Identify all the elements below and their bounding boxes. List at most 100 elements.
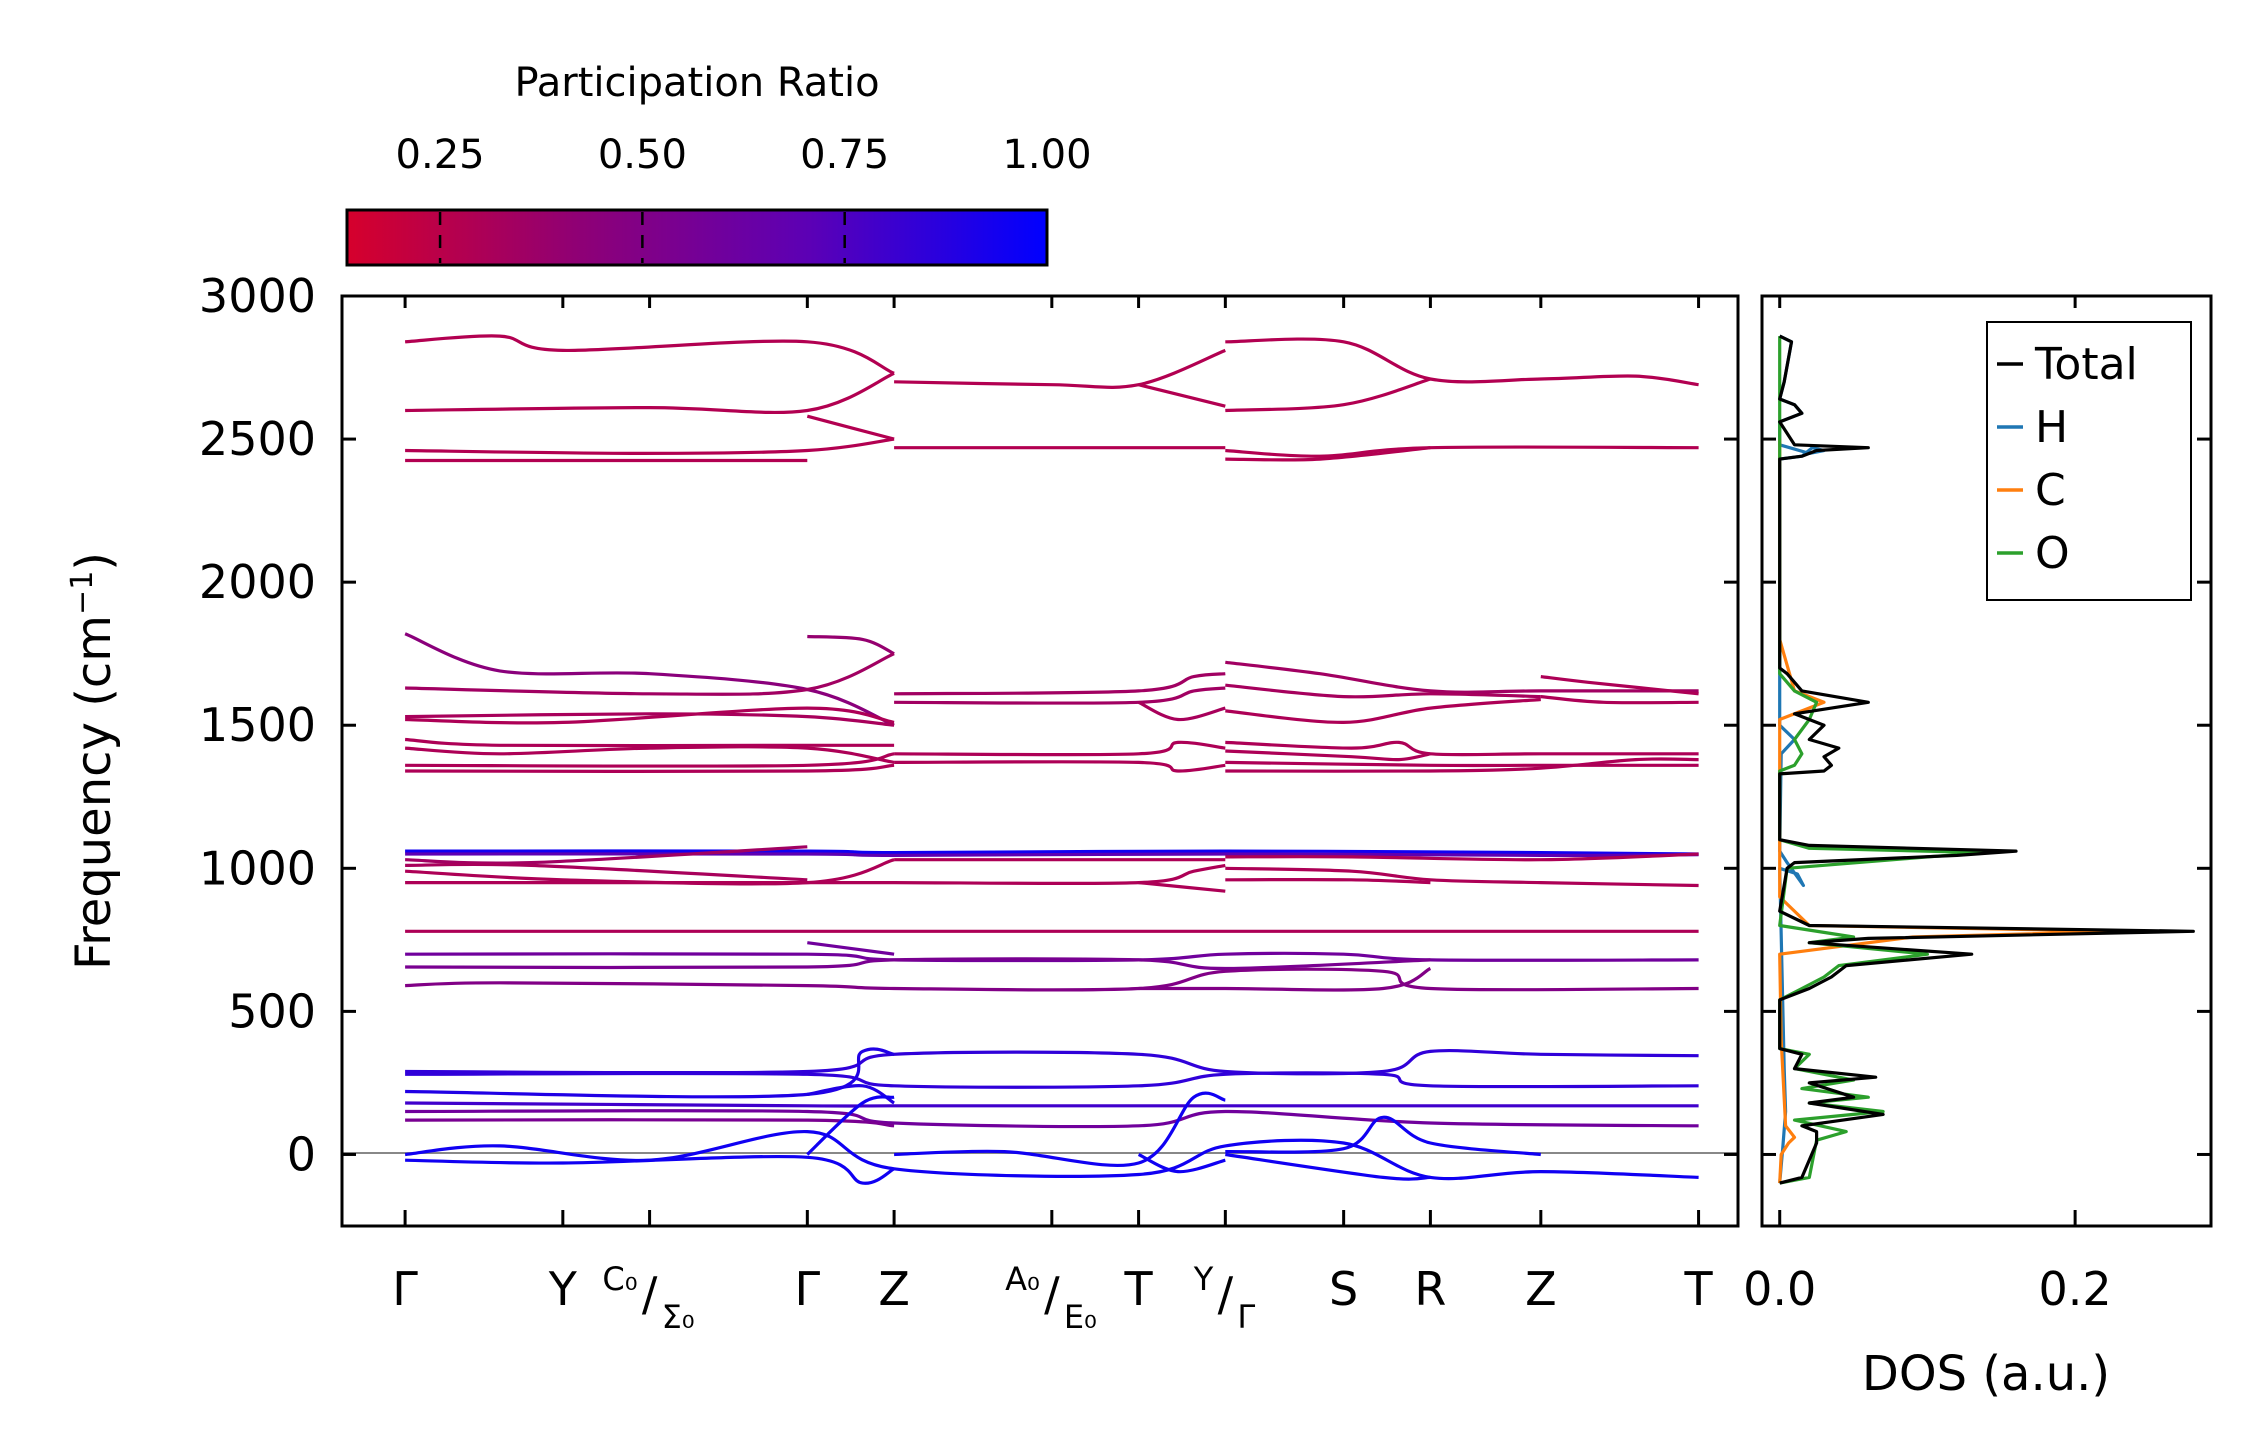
band-y-tick-label: 1000 xyxy=(199,841,316,895)
phonon-band xyxy=(1225,683,1541,699)
colorbar-tick-label: 1.00 xyxy=(1002,132,1091,178)
phonon-band xyxy=(1138,881,1226,893)
phonon-band xyxy=(807,634,895,656)
legend-label: O xyxy=(2035,528,2070,579)
colorbar-title: Participation Ratio xyxy=(514,60,879,106)
phonon-band xyxy=(405,437,895,456)
dos-panel: 0.0 0.2 DOS (a.u.) Total HCO xyxy=(1743,294,2213,1402)
band-y-tick-label: 2500 xyxy=(199,412,316,466)
phonon-band xyxy=(405,1048,1699,1076)
legend-label: Total xyxy=(2034,339,2138,390)
kpoint-label: T xyxy=(1684,1262,1714,1316)
phonon-band xyxy=(1225,866,1699,888)
band-axes-frame xyxy=(340,294,1740,1228)
phonon-band xyxy=(404,632,895,727)
phonon-band xyxy=(405,1101,1699,1108)
dos-curve-total xyxy=(1778,334,2195,1185)
colorbar-tick-label: 0.25 xyxy=(396,132,485,178)
band-y-tick-label: 0 xyxy=(287,1127,316,1181)
phonon-band xyxy=(894,348,1226,389)
phonon-band xyxy=(405,1118,895,1128)
phonon-band xyxy=(405,849,1699,856)
band-kpoint-ticks: Γ Y C₀ / Σ₀Γ Z A₀ / E₀T Y / ΓS R Z T xyxy=(392,296,1714,1336)
phonon-band xyxy=(1137,1153,1226,1174)
kpoint-label-slash: / xyxy=(1044,1267,1060,1321)
phonon-band xyxy=(405,652,895,696)
phonon-band xyxy=(405,863,1226,886)
colorbar-gradient xyxy=(345,208,1049,267)
kpoint-label: Z xyxy=(878,1262,910,1316)
colorbar: Participation Ratio 0.25 0.50 0.75 1.00 xyxy=(345,60,1092,267)
phonon-band xyxy=(1225,337,1699,387)
kpoint-label-sup: C₀ xyxy=(602,1260,637,1298)
phonon-band xyxy=(405,752,895,768)
phonon-band xyxy=(1225,1115,1541,1157)
phonon-band xyxy=(1138,967,1432,992)
kpoint-label-sup: Y xyxy=(1193,1260,1214,1298)
phonon-band xyxy=(806,1095,895,1156)
phonon-band xyxy=(405,862,808,882)
phonon-band xyxy=(894,686,1226,705)
phonon-band xyxy=(405,852,1699,858)
phonon-band xyxy=(1225,749,1431,762)
dos-ticks: 0.0 0.2 xyxy=(1743,294,2211,1316)
phonon-band xyxy=(1540,695,1699,705)
phonon-band xyxy=(405,706,895,725)
band-y-tick-label: 3000 xyxy=(199,269,316,323)
phonon-band xyxy=(1225,1152,1431,1181)
kpoint-label-sup: A₀ xyxy=(1005,1260,1040,1298)
kpoint-label-sub: E₀ xyxy=(1064,1298,1097,1336)
phonon-band xyxy=(1225,760,1699,768)
dos-curve-o xyxy=(1778,336,1989,1185)
phonon-band xyxy=(1225,446,1431,462)
phonon-band xyxy=(1137,700,1226,722)
kpoint-label: Z xyxy=(1525,1262,1557,1316)
kpoint-label-sub: Σ₀ xyxy=(662,1298,695,1336)
phonon-band xyxy=(806,414,895,441)
phonon-band xyxy=(405,1109,1699,1129)
phonon-band xyxy=(1225,377,1431,413)
phonon-band xyxy=(1225,852,1699,862)
kpoint-label: Γ xyxy=(392,1262,418,1316)
band-y-tick-label: 2000 xyxy=(199,555,316,609)
kpoint-label: T xyxy=(1124,1262,1154,1316)
phonon-band xyxy=(405,845,808,865)
dos-x-axis-label: DOS (a.u.) xyxy=(1862,1346,2110,1402)
phonon-band xyxy=(1225,445,1699,458)
kpoint-label: Γ xyxy=(795,1262,821,1316)
phonon-band xyxy=(1225,660,1699,694)
band-y-ticks: 0 500 1000 1500 2000 2500 3000 xyxy=(199,269,1738,1181)
phonon-band xyxy=(405,763,895,774)
dos-legend: Total HCO xyxy=(1986,321,2192,601)
phonon-band xyxy=(1225,740,1699,757)
dos-x-tick-label: 0.2 xyxy=(2039,1262,2112,1316)
phonon-band xyxy=(405,957,1431,971)
phonon-band xyxy=(405,371,895,415)
kpoint-label-slash: / xyxy=(1218,1267,1234,1321)
band-y-tick-label: 1500 xyxy=(199,698,316,752)
phonon-band xyxy=(404,334,895,375)
kpoint-label: R xyxy=(1414,1262,1446,1316)
phonon-band xyxy=(404,745,895,764)
legend-label: H xyxy=(2035,402,2068,453)
phonon-band xyxy=(404,1129,1699,1181)
phonon-band xyxy=(894,760,1226,773)
kpoint-label-sub: Γ xyxy=(1237,1298,1255,1336)
band-y-tick-label: 500 xyxy=(228,984,316,1038)
phonon-band xyxy=(1540,675,1699,696)
dos-x-tick-label: 0.0 xyxy=(1743,1262,1816,1316)
dos-axes-frame xyxy=(1760,294,2213,1228)
band-y-axis-label: Frequency (cm−1) xyxy=(65,552,122,970)
colorbar-ticks: 0.25 0.50 0.75 1.00 xyxy=(396,132,1092,263)
kpoint-label: Y xyxy=(548,1262,578,1316)
phonon-band xyxy=(1225,877,1431,885)
phonon-band xyxy=(404,737,895,748)
colorbar-tick-label: 0.75 xyxy=(800,132,889,178)
band-curves xyxy=(404,334,1699,1185)
phonon-band xyxy=(894,672,1226,696)
kpoint-label-slash: / xyxy=(642,1267,658,1321)
phonon-band xyxy=(807,941,895,956)
phonon-band xyxy=(405,1071,1699,1089)
